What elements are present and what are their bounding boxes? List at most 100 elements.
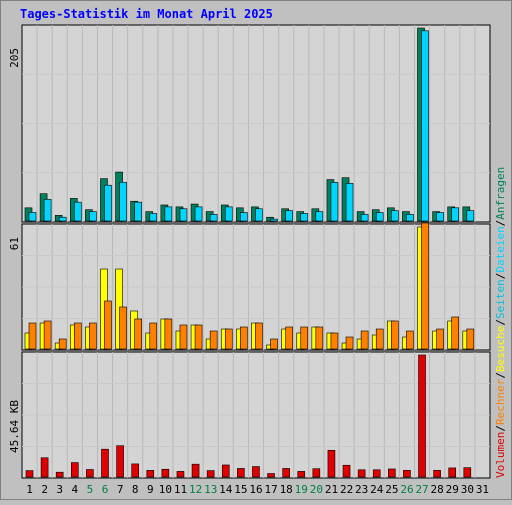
bar-volumen-day-30: [463, 467, 472, 478]
legend-item-rechner: Rechner: [494, 378, 507, 425]
bar-dateien-day-15: [240, 212, 248, 222]
legend: Volumen/Rechner/Besuche/Seiten/Dateien/A…: [494, 167, 507, 478]
bar-volumen-day-14: [221, 464, 230, 478]
bar-rechner-day-27: [421, 222, 429, 350]
x-label-day-13: 13: [204, 483, 217, 496]
bar-volumen-day-29: [448, 467, 457, 478]
bar-rechner-day-24: [375, 328, 384, 350]
x-label-day-28: 28: [431, 483, 444, 496]
bar-volumen-day-5: [86, 469, 94, 478]
x-label-day-10: 10: [159, 483, 172, 496]
bar-dateien-day-4: [73, 201, 82, 222]
bar-dateien-day-1: [28, 212, 37, 222]
bar-volumen-day-13: [206, 470, 215, 478]
bar-dateien-day-22: [345, 183, 354, 222]
bar-dateien-day-26: [406, 214, 414, 222]
chart-title: Tages-Statistik im Monat April 2025: [20, 7, 273, 21]
bar-rechner-day-2: [43, 320, 52, 350]
legend-item-separator: /: [494, 425, 507, 432]
bar-dateien-day-19: [300, 213, 309, 222]
x-label-day-6: 6: [102, 483, 109, 496]
panel-middle: [21, 222, 491, 351]
x-label-day-1: 1: [26, 483, 33, 496]
bar-volumen-day-3: [55, 471, 64, 478]
scale-label-bottom: 45.64 KB: [8, 400, 21, 453]
bar-rechner-day-1: [28, 322, 37, 350]
panel-top: [21, 24, 491, 223]
x-label-day-29: 29: [446, 483, 459, 496]
bar-volumen-day-21: [327, 449, 336, 478]
bar-dateien-day-29: [451, 207, 460, 222]
bar-rechner-day-12: [194, 324, 203, 350]
bar-volumen-day-12: [191, 463, 200, 478]
legend-item-separator: /: [494, 273, 507, 280]
bar-volumen-day-23: [357, 469, 366, 478]
legend-item-separator: /: [494, 372, 507, 379]
bar-dateien-day-18: [285, 210, 293, 222]
bar-rechner-day-17: [270, 338, 278, 350]
bar-rechner-day-28: [436, 328, 444, 350]
bar-dateien-day-7: [119, 182, 127, 222]
bar-rechner-day-4: [73, 322, 82, 350]
bar-rechner-day-18: [285, 326, 293, 350]
x-label-day-24: 24: [370, 483, 384, 496]
panel-bottom: [21, 351, 491, 479]
bar-rechner-day-7: [119, 306, 127, 350]
x-label-day-27: 27: [415, 483, 428, 496]
legend-item-separator: /: [494, 319, 507, 326]
bar-volumen-day-9: [146, 470, 155, 478]
bar-rechner-day-13: [209, 330, 218, 350]
legend-item-besuche: Besuche: [494, 326, 507, 372]
bar-rechner-day-5: [89, 322, 97, 350]
x-label-day-31: 31: [476, 483, 489, 496]
bar-rechner-day-26: [406, 330, 414, 350]
bar-dateien-day-14: [224, 206, 233, 222]
legend-item-dateien: Dateien: [494, 226, 507, 272]
x-label-day-17: 17: [264, 483, 277, 496]
bar-volumen-day-10: [161, 468, 170, 478]
bar-rechner-day-15: [240, 326, 248, 350]
bar-volumen-day-15: [237, 468, 245, 478]
legend-item-volumen: Volumen: [494, 432, 507, 478]
bar-rechner-day-30: [466, 328, 475, 350]
bar-volumen-day-20: [312, 468, 321, 478]
x-label-day-5: 5: [87, 483, 94, 496]
x-label-day-21: 21: [325, 483, 338, 496]
bar-rechner-day-16: [255, 322, 263, 350]
bar-dateien-day-24: [375, 212, 384, 222]
legend-item-anfragen: Anfragen: [494, 167, 507, 220]
bar-dateien-day-8: [134, 201, 142, 222]
x-label-day-22: 22: [340, 483, 353, 496]
x-label-day-7: 7: [117, 483, 124, 496]
legend-text: Volumen/Rechner/Besuche/Seiten/Dateien/A…: [494, 167, 507, 478]
bar-dateien-day-25: [391, 210, 399, 222]
bar-dateien-day-16: [255, 208, 263, 222]
bar-volumen-day-24: [372, 469, 381, 478]
bar-rechner-day-10: [164, 318, 173, 350]
bar-dateien-day-3: [58, 216, 67, 222]
bar-volumen-day-26: [403, 470, 411, 478]
bar-dateien-day-17: [270, 218, 278, 222]
bar-volumen-day-2: [40, 457, 49, 478]
bar-rechner-day-29: [451, 316, 460, 350]
scale-label-middle: 61: [8, 237, 21, 250]
bar-volumen-day-19: [297, 471, 306, 478]
bar-dateien-day-10: [164, 206, 173, 222]
x-label-day-26: 26: [400, 483, 413, 496]
bar-rechner-day-19: [300, 326, 309, 350]
x-label-day-15: 15: [234, 483, 247, 496]
bar-dateien-day-12: [194, 206, 203, 222]
bar-dateien-day-20: [315, 211, 324, 222]
bar-dateien-day-5: [89, 211, 97, 222]
bar-volumen-day-4: [70, 462, 79, 478]
x-label-day-2: 2: [41, 483, 48, 496]
x-label-day-3: 3: [56, 483, 63, 496]
bar-volumen-day-17: [267, 473, 275, 478]
bar-dateien-day-27: [421, 30, 429, 222]
x-label-day-11: 11: [174, 483, 187, 496]
bar-volumen-day-11: [176, 471, 185, 478]
x-label-day-30: 30: [461, 483, 474, 496]
bar-dateien-day-6: [104, 184, 112, 222]
bar-volumen-day-28: [433, 470, 441, 478]
